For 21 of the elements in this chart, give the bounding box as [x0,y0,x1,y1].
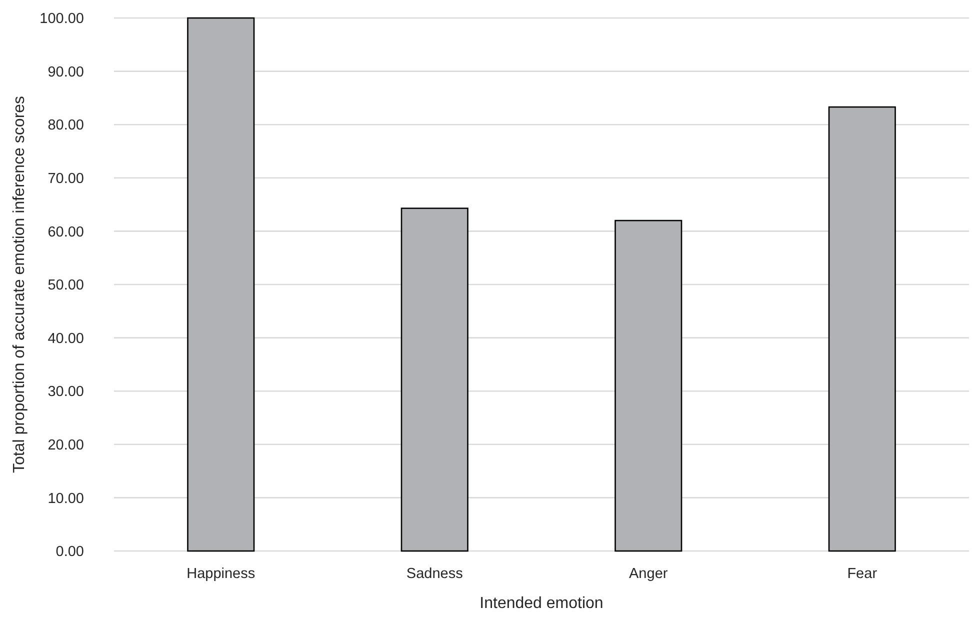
y-axis-title: Total proportion of accurate emotion inference scores [11,96,28,474]
bar [828,106,896,552]
x-tick-label: Anger [629,566,668,582]
bar [614,220,682,552]
y-tick-label: 0.00 [56,544,84,560]
y-tick-label: 10.00 [48,490,84,507]
y-tick-label: 80.00 [48,118,84,134]
x-axis-title: Intended emotion [480,595,604,612]
bar [400,208,468,552]
y-tick-label: 40.00 [48,330,84,347]
y-tick-label: 60.00 [48,224,84,240]
y-tick-label: 90.00 [48,64,84,80]
y-tick-label: 70.00 [48,170,84,187]
y-tick-label: 50.00 [48,278,84,294]
y-tick-label: 30.00 [48,384,84,400]
y-tick-label: 20.00 [48,437,84,454]
x-tick-label: Sadness [406,566,463,582]
y-tick-label: 100.00 [40,11,84,28]
x-tick-label: Fear [847,566,878,582]
x-tick-label: Happiness [186,566,256,582]
bar [187,17,255,552]
